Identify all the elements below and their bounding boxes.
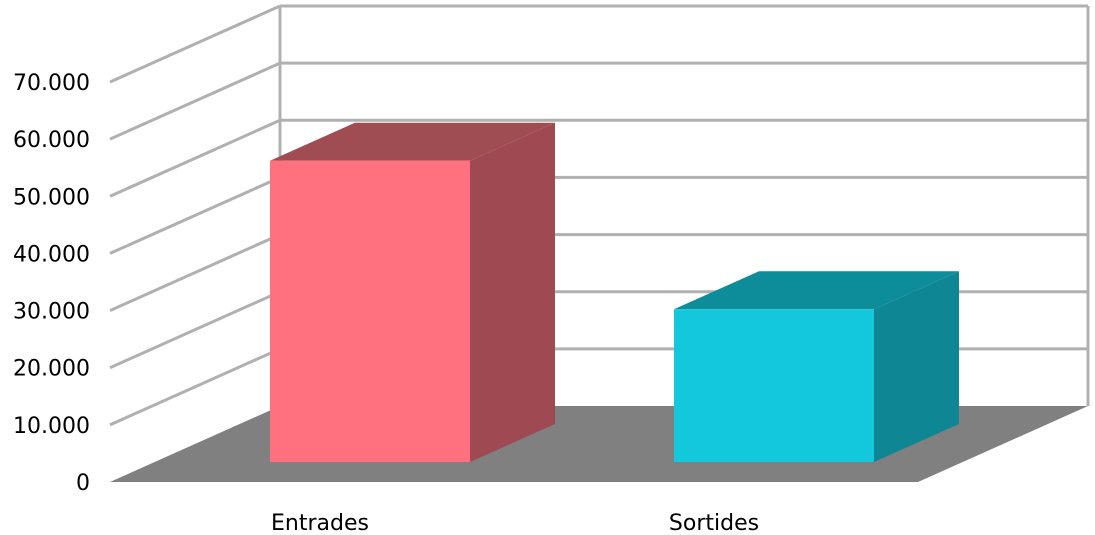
- y-axis-ticks: 0 10.000 20.000 30.000 40.000 50.000 60.000 70.…: [13, 71, 90, 496]
- bar-top: [674, 271, 959, 310]
- side-wall-gridline: [109, 233, 281, 312]
- bar-front: [270, 160, 470, 462]
- bar-side: [470, 122, 555, 462]
- y-tick-label: 0: [76, 471, 90, 496]
- bar-top: [270, 122, 555, 161]
- y-tick-label: 60.000: [13, 128, 90, 153]
- side-wall-gridline: [109, 290, 281, 370]
- side-wall-gridline: [109, 176, 281, 255]
- y-tick-label: 30.000: [13, 300, 90, 325]
- bar-side: [874, 271, 959, 462]
- side-wall-gridline: [109, 61, 281, 141]
- side-wall-gridline: [109, 347, 281, 427]
- chart-bars: [270, 122, 959, 462]
- x-axis-categories: Entrades Sortides: [271, 511, 759, 535]
- side-wall-gridline: [109, 4, 281, 84]
- y-tick-label: 40.000: [13, 242, 90, 267]
- bar-front: [674, 309, 874, 462]
- bar-sortides: [674, 271, 959, 462]
- bar-entrades: [270, 122, 555, 462]
- category-label: Sortides: [669, 511, 759, 535]
- y-tick-label: 70.000: [13, 71, 90, 96]
- side-wall-gridline: [109, 118, 281, 198]
- y-tick-label: 50.000: [13, 185, 90, 210]
- y-tick-label: 20.000: [13, 357, 90, 382]
- y-tick-label: 10.000: [13, 414, 90, 439]
- category-label: Entrades: [271, 511, 369, 535]
